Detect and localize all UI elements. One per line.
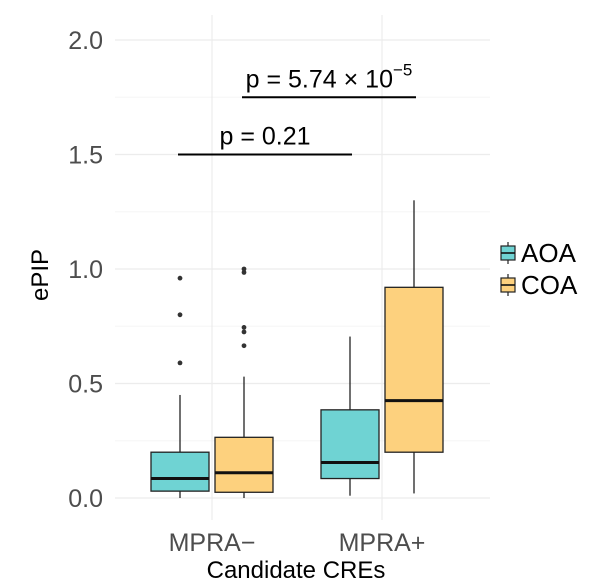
outlier-point [177,360,183,366]
outlier-point [241,329,247,335]
p-value-annotation: p = 0.21 [178,123,352,156]
box-coa-1 [384,200,444,494]
legend-item-aoa: AOA [500,238,577,268]
x-axis-title: Candidate CREs [207,557,386,580]
box-body [150,451,210,492]
outlier-point [241,343,247,349]
legend-item-coa: COA [500,270,578,300]
y-axis-title: ePIP [27,249,54,301]
legend-label: AOA [521,238,577,268]
p-value-label: p = 5.74 × 10−5 [246,60,413,93]
x-axis-tick-labels: MPRA− MPRA+ [169,529,426,557]
p-value-label: p = 0.21 [219,123,310,151]
p-value-annotation: p = 5.74 × 10−5 [242,60,416,99]
x-tick-label: MPRA+ [339,529,426,557]
box-body [320,409,380,480]
box-series [150,200,444,498]
box-coa-0 [214,266,274,498]
y-tick-label: 1.0 [68,256,103,284]
outlier-point [177,275,183,281]
box-aoa-1 [320,336,380,496]
significance-annotations: p = 0.21 p = 5.74 × 10−5 [178,60,416,156]
y-tick-label: 0.0 [68,485,103,513]
outlier-point [241,266,247,272]
y-tick-label: 1.5 [68,142,103,170]
y-tick-label: 2.0 [68,27,103,55]
outlier-point [241,324,247,330]
gridlines [115,15,490,520]
box-body [214,436,274,493]
y-axis-tick-labels: 0.0 0.5 1.0 1.5 2.0 [68,27,103,513]
y-tick-label: 0.5 [68,371,103,399]
legend-label: COA [521,270,578,300]
box-body [384,286,444,453]
x-tick-label: MPRA− [169,529,256,557]
box-aoa-0 [150,275,210,498]
outlier-point [177,312,183,318]
outlier-point [241,270,247,275]
